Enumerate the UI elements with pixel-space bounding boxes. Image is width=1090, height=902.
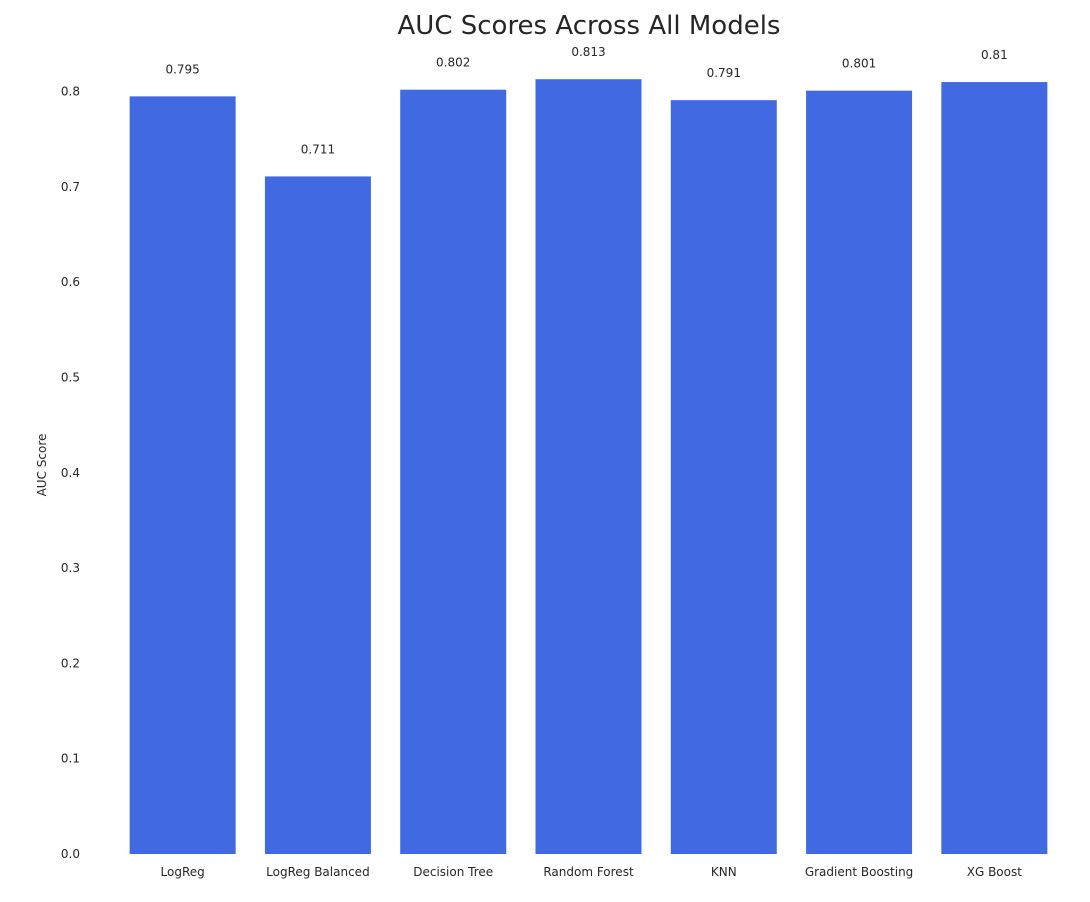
bar-series [129,79,1048,855]
bar-value-label: 0.791 [707,66,741,80]
x-tick-label: Decision Tree [413,865,493,879]
x-tick-label: XG Boost [967,865,1023,879]
x-tick-label: LogReg [161,865,205,879]
bar [129,96,236,855]
y-tick-label: 0.8 [61,85,80,99]
bar-value-label: 0.802 [436,56,470,70]
x-tick-label: Random Forest [543,865,634,879]
chart-title: AUC Scores Across All Models [398,11,781,41]
y-tick-label: 0.1 [61,752,80,766]
bar [264,176,371,855]
x-tick-label: LogReg Balanced [266,865,370,879]
bar-value-labels: 0.795 0.711 0.802 0.813 0.791 0.801 0.81 [165,45,1007,156]
x-axis-ticks: LogReg LogReg Balanced Decision Tree Random… [161,865,1023,879]
y-tick-label: 0.4 [61,466,80,480]
y-axis-label: AUC Score [35,434,49,497]
bar-value-label: 0.813 [571,45,605,59]
y-axis-ticks: 0.0 0.1 0.2 0.3 0.4 0.5 0.6 0.7 0.8 [61,85,80,861]
bar-value-label: 0.801 [842,57,876,71]
bar [535,79,642,854]
bar [806,90,913,855]
y-tick-label: 0.2 [61,656,80,670]
x-tick-label: Gradient Boosting [805,865,913,879]
bar-value-label: 0.711 [301,142,335,156]
y-tick-label: 0.3 [61,561,80,575]
bar-value-label: 0.795 [165,62,199,76]
bar [941,82,1048,854]
y-tick-label: 0.7 [61,180,80,194]
x-tick-label: KNN [711,865,737,879]
bar-value-label: 0.81 [981,48,1008,62]
y-tick-label: 0.5 [61,371,80,385]
y-tick-label: 0.6 [61,275,80,289]
bar [670,100,777,854]
bar [400,89,507,855]
y-tick-label: 0.0 [61,847,80,861]
